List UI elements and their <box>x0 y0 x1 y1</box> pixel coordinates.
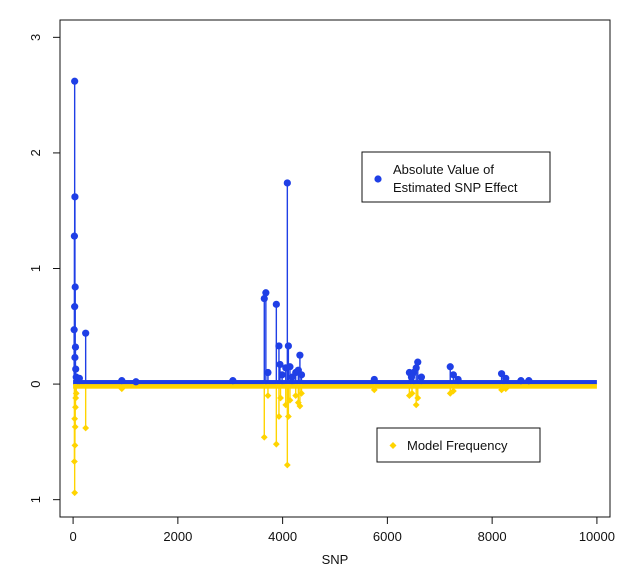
y-tick-label-0: 1 <box>28 496 43 503</box>
frequency-point-25 <box>408 389 416 397</box>
frequency-point-26 <box>412 401 420 409</box>
frequency-point-18 <box>286 396 294 404</box>
frequency-point-1 <box>71 458 78 465</box>
effect-point-19 <box>272 300 280 308</box>
effect-point-2 <box>70 232 79 240</box>
effect-point-14 <box>132 378 140 386</box>
frequency-point-29 <box>449 387 457 395</box>
frequency-point-5 <box>72 403 79 411</box>
x-tick-label-3: 6000 <box>373 529 402 544</box>
effect-point-26 <box>286 363 294 371</box>
frequency-point-22 <box>298 389 305 397</box>
y-axis: 1 0 1 2 3 <box>28 34 61 503</box>
frequency-point-0 <box>71 489 79 497</box>
effect-point-44 <box>517 377 525 385</box>
frequency-point-4 <box>71 415 79 423</box>
effect-point-38 <box>417 373 426 381</box>
effect-point-17 <box>262 289 270 297</box>
x-axis-title: SNP <box>322 552 349 567</box>
y-tick-label-2: 1 <box>28 265 43 272</box>
background-band <box>73 380 597 389</box>
x-axis: 0 2000 4000 6000 8000 10000 <box>69 516 615 544</box>
frequency-point-16 <box>283 461 291 469</box>
effect-point-6 <box>71 343 80 351</box>
y-tick-label-4: 3 <box>28 34 43 41</box>
effect-point-43 <box>502 374 510 382</box>
effect-point-37 <box>414 358 422 366</box>
frequency-point-13 <box>275 413 283 420</box>
y-tick-label-1: 0 <box>28 380 43 387</box>
legend-frequency-box <box>376 427 541 463</box>
frequency-point-21 <box>296 402 304 410</box>
effect-point-22 <box>278 371 286 379</box>
frequency-point-14 <box>277 394 284 402</box>
effect-point-21 <box>276 360 284 369</box>
legend-frequency: Model Frequency <box>376 427 541 463</box>
legend-frequency-marker <box>389 442 397 449</box>
effect-point-40 <box>449 371 457 379</box>
frequency-point-31 <box>502 385 510 393</box>
effect-point-12 <box>82 329 90 337</box>
legend-frequency-label: Model Frequency <box>407 438 508 453</box>
effect-point-30 <box>296 351 304 359</box>
effect-point-4 <box>71 303 79 311</box>
x-tick-label-2: 4000 <box>268 529 297 544</box>
x-tick-label-4: 8000 <box>478 529 507 544</box>
effect-point-42 <box>497 370 506 378</box>
effect-point-16 <box>260 294 268 303</box>
effect-point-11 <box>75 374 83 382</box>
y-tick-label-3: 2 <box>28 149 43 156</box>
effect-point-36 <box>412 364 420 372</box>
effect-point-8 <box>72 365 80 373</box>
frequency-point-17 <box>284 413 292 420</box>
frequency-point-8 <box>82 424 90 432</box>
effect-point-25 <box>284 342 292 350</box>
effect-point-5 <box>70 326 78 334</box>
frequency-point-7 <box>72 389 80 397</box>
frequency-band <box>73 384 597 389</box>
effect-point-31 <box>297 371 306 379</box>
effect-point-32 <box>370 375 378 384</box>
effect-point-13 <box>118 377 126 385</box>
effect-point-41 <box>454 375 462 384</box>
frequency-point-27 <box>414 394 422 402</box>
x-tick-label-1: 2000 <box>163 529 192 544</box>
effect-point-18 <box>264 368 272 377</box>
frequency-point-19 <box>292 392 300 400</box>
effect-band <box>73 380 597 385</box>
x-tick-label-5: 10000 <box>579 529 615 544</box>
effect-point-7 <box>71 353 79 362</box>
x-tick-label-0: 0 <box>69 529 76 544</box>
effect-point-45 <box>525 377 533 385</box>
effect-point-15 <box>229 377 237 385</box>
legend-effect-box <box>361 151 551 203</box>
effect-point-39 <box>446 363 454 371</box>
points-layer <box>70 77 533 497</box>
effect-point-20 <box>275 342 283 350</box>
legend-effect-marker <box>374 175 382 183</box>
frequency-point-6 <box>72 394 80 402</box>
legend-effect-label-line1: Absolute Value of <box>393 162 494 177</box>
frequency-point-10 <box>260 433 268 441</box>
frequency-point-3 <box>71 423 79 431</box>
frequency-point-2 <box>71 441 79 449</box>
frequency-point-15 <box>282 401 290 409</box>
legend-effect-label-line2: Estimated SNP Effect <box>393 180 518 195</box>
effect-point-24 <box>283 179 291 187</box>
legend-effect: Absolute Value of Estimated SNP Effect <box>361 151 551 203</box>
effect-point-0 <box>71 77 79 85</box>
effect-point-1 <box>71 193 79 201</box>
effect-point-3 <box>71 283 79 291</box>
frequency-point-9 <box>118 385 126 393</box>
frequency-point-12 <box>272 440 280 448</box>
frequency-point-11 <box>264 392 272 400</box>
frequency-point-23 <box>370 386 378 394</box>
